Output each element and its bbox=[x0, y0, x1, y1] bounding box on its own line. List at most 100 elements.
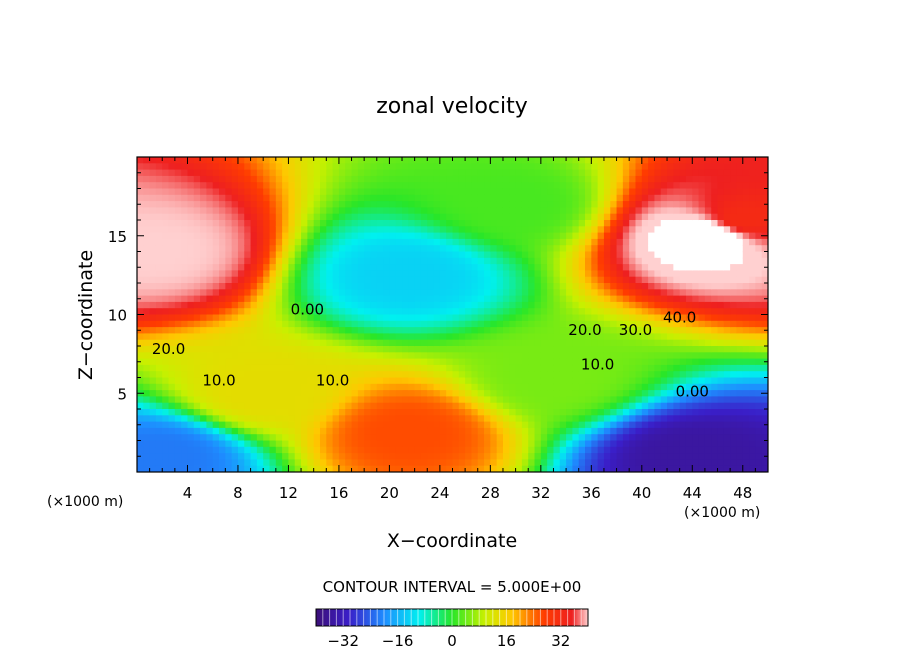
field-cell bbox=[654, 232, 662, 240]
field-cell bbox=[496, 421, 504, 429]
field-cell bbox=[187, 421, 195, 429]
field-cell bbox=[187, 352, 195, 360]
field-cell bbox=[200, 396, 208, 404]
field-cell bbox=[673, 320, 681, 328]
field-cell bbox=[319, 421, 327, 429]
field-cell bbox=[484, 169, 491, 177]
field-cell bbox=[591, 226, 599, 234]
field-cell bbox=[723, 371, 731, 379]
field-cell bbox=[502, 421, 510, 429]
field-cell bbox=[237, 320, 245, 328]
field-cell bbox=[250, 169, 258, 177]
field-cell bbox=[471, 188, 479, 196]
field-cell bbox=[717, 276, 725, 284]
field-cell bbox=[502, 157, 510, 164]
field-cell bbox=[345, 163, 353, 171]
field-cell bbox=[502, 364, 510, 372]
field-cell bbox=[174, 264, 182, 271]
field-cell bbox=[313, 383, 321, 391]
field-cell bbox=[212, 346, 220, 353]
field-cell bbox=[219, 364, 226, 372]
field-cell bbox=[717, 283, 725, 290]
field-cell bbox=[528, 377, 536, 385]
field-cell bbox=[736, 220, 744, 227]
field-cell bbox=[383, 346, 390, 353]
field-cell bbox=[610, 409, 618, 416]
field-cell bbox=[370, 301, 378, 309]
field-cell bbox=[370, 194, 378, 202]
field-cell bbox=[616, 333, 624, 341]
field-cell bbox=[282, 295, 290, 303]
field-cell bbox=[275, 226, 283, 234]
field-cell bbox=[667, 157, 674, 164]
field-cell bbox=[641, 415, 649, 423]
field-cell bbox=[433, 459, 441, 467]
field-cell bbox=[168, 238, 176, 246]
field-cell bbox=[395, 409, 403, 416]
field-cell bbox=[402, 163, 409, 171]
field-cell bbox=[212, 453, 220, 460]
field-cell bbox=[319, 194, 327, 202]
field-cell bbox=[629, 232, 637, 240]
field-cell bbox=[521, 157, 529, 164]
field-cell bbox=[193, 182, 201, 190]
field-cell bbox=[667, 320, 674, 328]
field-cell bbox=[408, 220, 416, 227]
field-cell bbox=[591, 301, 599, 309]
field-cell bbox=[559, 201, 567, 208]
field-cell bbox=[452, 440, 460, 448]
field-cell bbox=[566, 295, 573, 303]
field-cell bbox=[547, 264, 555, 271]
field-cell bbox=[439, 390, 447, 397]
field-cell bbox=[357, 440, 365, 448]
field-cell bbox=[484, 446, 491, 454]
field-cell bbox=[603, 339, 611, 347]
field-cell bbox=[502, 346, 510, 353]
field-cell bbox=[635, 301, 643, 309]
field-cell bbox=[408, 201, 416, 208]
field-cell bbox=[616, 264, 624, 271]
field-cell bbox=[433, 157, 441, 164]
field-cell bbox=[591, 157, 599, 164]
field-cell bbox=[616, 459, 624, 467]
field-cell bbox=[559, 226, 567, 234]
field-cell bbox=[219, 301, 226, 309]
field-cell bbox=[395, 213, 403, 221]
field-cell bbox=[244, 289, 252, 297]
field-cell bbox=[250, 327, 258, 334]
field-cell bbox=[332, 396, 340, 404]
field-cell bbox=[149, 434, 157, 442]
field-cell bbox=[193, 402, 201, 410]
field-cell bbox=[294, 188, 302, 196]
field-cell bbox=[502, 182, 510, 190]
field-cell bbox=[187, 213, 195, 221]
field-cell bbox=[654, 245, 662, 253]
field-cell bbox=[667, 453, 674, 460]
field-cell bbox=[610, 188, 618, 196]
field-cell bbox=[553, 232, 561, 240]
field-cell bbox=[692, 333, 700, 341]
field-cell bbox=[591, 169, 599, 177]
field-cell bbox=[332, 465, 340, 472]
field-cell bbox=[755, 169, 763, 177]
field-cell bbox=[275, 175, 283, 183]
field-cell bbox=[212, 276, 220, 284]
field-cell bbox=[294, 421, 302, 429]
field-cell bbox=[250, 175, 258, 183]
field-cell bbox=[414, 421, 422, 429]
field-cell bbox=[288, 245, 296, 253]
field-cell bbox=[622, 421, 630, 429]
field-cell bbox=[181, 276, 189, 284]
field-cell bbox=[338, 446, 346, 454]
field-cell bbox=[591, 257, 599, 265]
field-cell bbox=[761, 238, 768, 246]
field-cell bbox=[704, 264, 712, 271]
field-cell bbox=[345, 308, 353, 316]
field-cell bbox=[635, 194, 643, 202]
field-cell bbox=[427, 182, 435, 190]
field-cell bbox=[288, 301, 296, 309]
field-cell bbox=[685, 188, 693, 196]
field-cell bbox=[673, 396, 681, 404]
field-cell bbox=[212, 409, 220, 416]
field-cell bbox=[547, 409, 555, 416]
